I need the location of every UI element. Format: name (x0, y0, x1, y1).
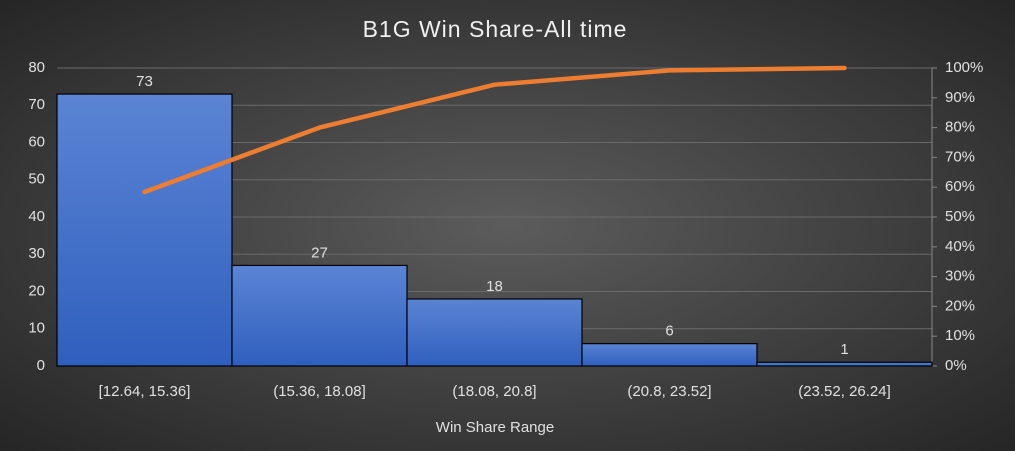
y2-tick-label: 0% (945, 357, 967, 374)
data-label: 27 (311, 244, 328, 261)
x-axis-title: Win Share Range (436, 419, 554, 436)
y-tick-label: 20 (28, 282, 45, 299)
y-tick-label: 30 (28, 245, 45, 262)
data-label: 18 (486, 278, 503, 295)
y2-tick-label: 10% (945, 327, 975, 344)
bar (56, 93, 233, 367)
data-label: 73 (136, 73, 153, 90)
y-tick-label: 60 (28, 133, 45, 150)
x-tick-label: (20.8, 23.52] (627, 383, 711, 400)
x-tick-label: [12.64, 15.36] (99, 383, 191, 400)
y2-tick-label: 50% (945, 208, 975, 225)
data-label: 6 (665, 323, 673, 340)
x-tick-label: (23.52, 26.24] (798, 383, 891, 400)
x-tick-label: (15.36, 18.08] (273, 383, 366, 400)
y2-tick-label: 60% (945, 178, 975, 195)
y2-tick-label: 40% (945, 238, 975, 255)
y2-tick-label: 70% (945, 148, 975, 165)
x-tick-label: (18.08, 20.8] (452, 383, 536, 400)
cumulative-line (142, 65, 847, 195)
y2-tick-label: 20% (945, 297, 975, 314)
y-tick-label: 10 (28, 320, 45, 337)
y2-tick-label: 100% (945, 59, 983, 76)
chart-title: B1G Win Share-All time (363, 16, 628, 42)
y-tick-label: 50 (28, 171, 45, 188)
y2-tick-label: 30% (945, 268, 975, 285)
y-tick-label: 70 (28, 96, 45, 113)
bar (581, 343, 758, 367)
bar (231, 264, 408, 367)
data-label: 1 (840, 341, 848, 358)
y-tick-label: 0 (37, 357, 45, 374)
bar (756, 361, 933, 367)
y-tick-label: 80 (28, 59, 45, 76)
y-tick-label: 40 (28, 208, 45, 225)
y2-tick-label: 90% (945, 89, 975, 106)
bar (406, 298, 583, 367)
y2-tick-label: 80% (945, 119, 975, 136)
